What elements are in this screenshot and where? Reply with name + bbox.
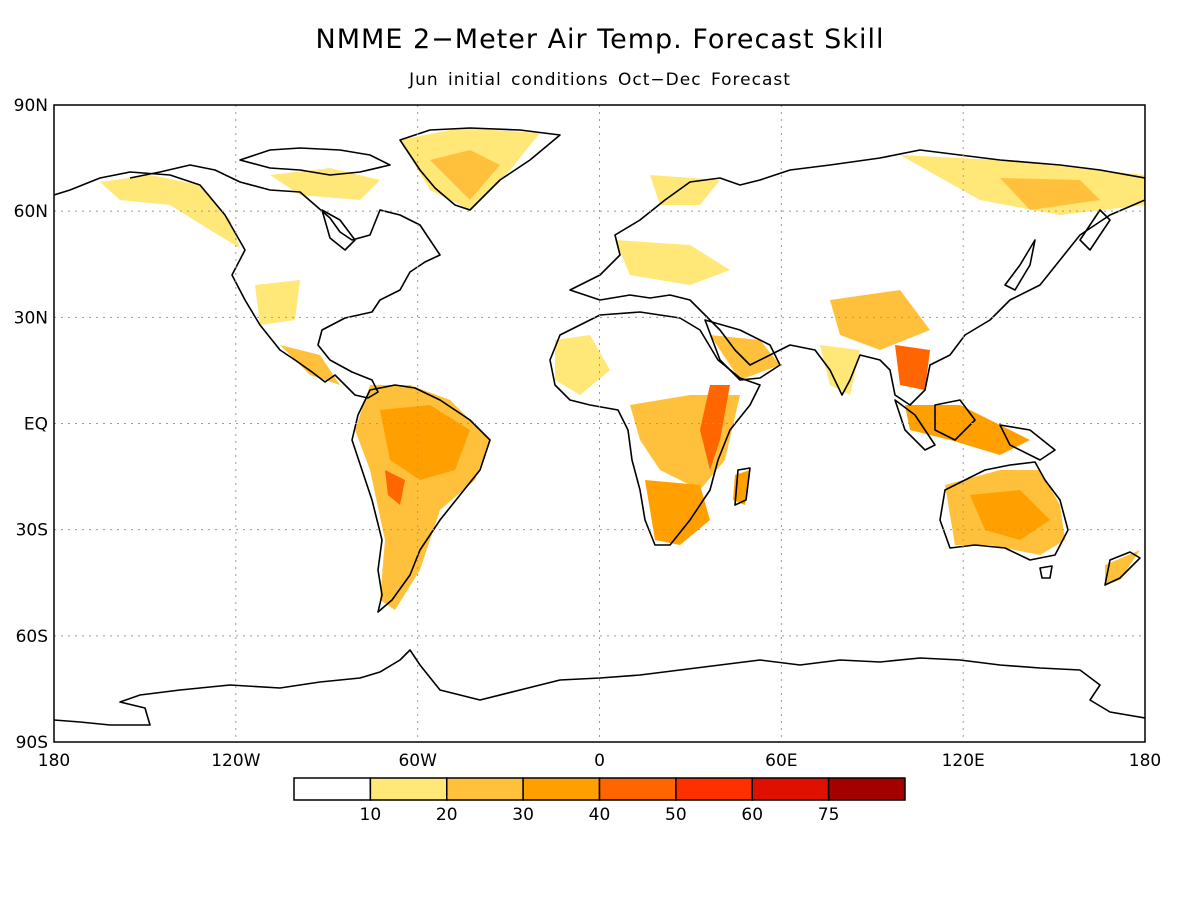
coastline-australia <box>939 461 1069 561</box>
coastline-borneo <box>934 399 976 441</box>
colorbar: 10 20 30 40 50 60 75 <box>293 777 906 825</box>
latitude-label: 30N <box>14 308 48 328</box>
forecast-skill-shading <box>100 128 1145 610</box>
coastline-tasmania <box>1039 565 1053 579</box>
colorbar-label: 50 <box>665 805 687 825</box>
skill-region-arabia <box>710 335 780 380</box>
coastline-arctic-islands <box>239 147 391 176</box>
coastline-kamchatka <box>1079 209 1111 251</box>
skill-region-southern-africa <box>645 480 710 545</box>
skill-region-europe <box>615 240 730 285</box>
longitude-label: 60E <box>765 751 797 771</box>
colorbar-label: 40 <box>589 805 611 825</box>
skill-region-siberia-core <box>1000 178 1100 210</box>
skill-region-western-us <box>255 280 300 325</box>
colorbar-label: 60 <box>741 805 763 825</box>
skill-region-new-zealand <box>1105 550 1140 585</box>
latitude-label: 90N <box>14 96 48 116</box>
longitude-label: 0 <box>594 751 605 771</box>
skill-region-mexico <box>280 345 340 385</box>
coastline-hudson <box>321 209 356 251</box>
latitude-label: 60S <box>16 627 48 647</box>
map-title: NMME 2−Meter Air Temp. Forecast Skill <box>315 24 885 55</box>
colorbar-swatch <box>446 777 524 801</box>
latitude-label: EQ <box>24 415 48 435</box>
coastline-new-guinea <box>999 424 1056 461</box>
colorbar-label: 75 <box>818 805 840 825</box>
coastline-south-america <box>351 384 491 613</box>
skill-region-himalaya <box>830 290 930 350</box>
map-frame <box>53 104 1146 743</box>
skill-region-greenland-core <box>430 150 500 200</box>
skill-region-andes-hotspot <box>385 470 405 505</box>
map-gridlines <box>54 105 1145 742</box>
longitude-label: 120E <box>942 751 985 771</box>
coastline-sumatra <box>894 399 936 451</box>
coastline-africa <box>549 311 761 546</box>
colorbar-swatch <box>675 777 753 801</box>
colorbar-swatch <box>598 777 677 801</box>
skill-region-maritime <box>905 405 1030 455</box>
colorbar-swatch <box>827 777 906 801</box>
longitude-label: 120W <box>211 751 260 771</box>
longitude-labels: 180 120W 60W 0 60E 120E 180 <box>38 751 1161 771</box>
skill-region-alaska <box>100 175 240 248</box>
longitude-label: 60W <box>398 751 437 771</box>
skill-region-australia-core <box>970 490 1050 540</box>
coastlines <box>54 127 1145 726</box>
coastline-north-america <box>54 164 441 399</box>
latitude-label: 30S <box>16 521 48 541</box>
coastline-japan <box>1004 239 1036 291</box>
colorbar-swatch <box>751 777 830 801</box>
latitude-label: 90S <box>16 733 48 753</box>
coastline-arabia <box>704 319 781 381</box>
colorbar-swatch <box>293 777 372 801</box>
latitude-labels: 90N 60N 30N EQ 30S 60S 90S <box>14 96 48 753</box>
coastline-antarctica <box>54 649 1145 726</box>
longitude-label: 180 <box>38 751 70 771</box>
coastline-new-zealand <box>1104 551 1141 586</box>
map-subtitle: Jun initial conditions Oct−Dec Forecast <box>409 70 791 90</box>
skill-region-indochina <box>895 345 930 390</box>
colorbar-swatch <box>522 777 601 801</box>
coastline-greenland <box>399 127 561 211</box>
coastline-eurasia <box>569 149 1145 406</box>
colorbar-swatch <box>369 777 448 801</box>
skill-region-india <box>820 345 860 395</box>
colorbar-label: 20 <box>436 805 458 825</box>
longitude-label: 180 <box>1129 751 1161 771</box>
skill-region-east-africa <box>700 385 730 470</box>
colorbar-label: 10 <box>360 805 382 825</box>
latitude-label: 60N <box>14 202 48 222</box>
colorbar-label: 30 <box>512 805 534 825</box>
coastline-madagascar <box>734 467 751 506</box>
skill-region-sahel <box>555 335 610 395</box>
skill-region-arctic-islands <box>270 168 380 200</box>
